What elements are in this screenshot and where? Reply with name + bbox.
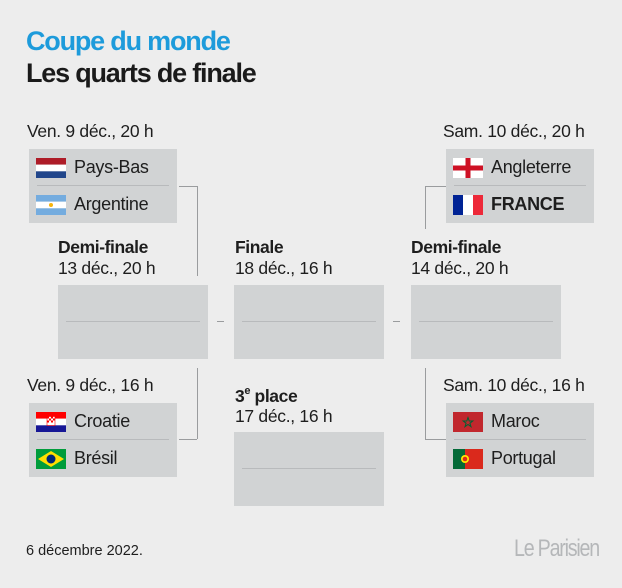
quarter-1-match: Pays-Bas Argentine [29,149,177,223]
final-date: 18 déc., 16 h [235,258,333,278]
divider [37,185,169,186]
bracket-line [425,186,426,229]
final-box [234,285,384,359]
bracket-line [197,186,198,276]
argentina-flag-icon [36,194,66,215]
semi-right-label: Demi-finale [411,237,501,257]
bracket-line [217,321,224,322]
semi-left-label: Demi-finale [58,237,148,257]
team-name: Croatie [74,411,130,431]
footer-date: 6 décembre 2022. [26,543,143,559]
bracket-line [393,321,400,322]
semi-right-box [411,285,561,359]
team-name: Brésil [74,448,118,468]
croatia-flag-icon [36,411,66,432]
team-name: FRANCE [491,194,565,214]
bracket-line [425,368,426,439]
bracket-line [197,368,198,439]
quarter-1-date: Ven. 9 déc., 20 h [27,121,154,141]
quarter-3-date: Ven. 9 déc., 16 h [27,375,154,395]
bracket-line [425,439,446,440]
team-row: Pays-Bas [29,149,177,186]
final-label: Finale [235,237,284,257]
team-row: Maroc [446,403,594,440]
quarter-2-date: Sam. 10 déc., 20 h [443,121,585,141]
quarter-4-match: Maroc Portugal [446,403,594,477]
le-parisien-logo: Le Parisien [514,535,600,562]
third-place-date: 17 déc., 16 h [235,406,333,426]
semi-left-box [58,285,208,359]
divider [419,321,553,322]
portugal-flag-icon [453,448,483,469]
team-name: Maroc [491,411,540,431]
team-row: Angleterre [446,149,594,186]
semi-left-date: 13 déc., 20 h [58,258,156,278]
title: Coupe du monde [26,26,231,56]
divider [242,468,376,469]
team-row: FRANCE [446,186,594,223]
divider [242,321,376,322]
england-flag-icon [453,157,483,178]
quarter-4-date: Sam. 10 déc., 16 h [443,375,585,395]
divider [66,321,200,322]
team-row: Argentine [29,186,177,223]
brazil-flag-icon [36,448,66,469]
team-name: Angleterre [491,157,572,177]
netherlands-flag-icon [36,157,66,178]
subtitle: Les quarts de finale [26,58,257,88]
divider [454,185,586,186]
team-row: Brésil [29,440,177,477]
team-name: Argentine [74,194,149,214]
team-name: Portugal [491,448,556,468]
team-row: Croatie [29,403,177,440]
team-row: Portugal [446,440,594,477]
team-name: Pays-Bas [74,157,149,177]
divider [454,439,586,440]
quarter-3-match: Croatie Brésil [29,403,177,477]
bracket-line [179,186,197,187]
third-place-label: 3e place [235,385,298,406]
divider [37,439,169,440]
third-place-box [234,432,384,506]
quarter-2-match: Angleterre FRANCE [446,149,594,223]
bracket-line [425,186,446,187]
bracket-line [179,439,197,440]
france-flag-icon [453,194,483,215]
morocco-flag-icon [453,411,483,432]
semi-right-date: 14 déc., 20 h [411,258,509,278]
